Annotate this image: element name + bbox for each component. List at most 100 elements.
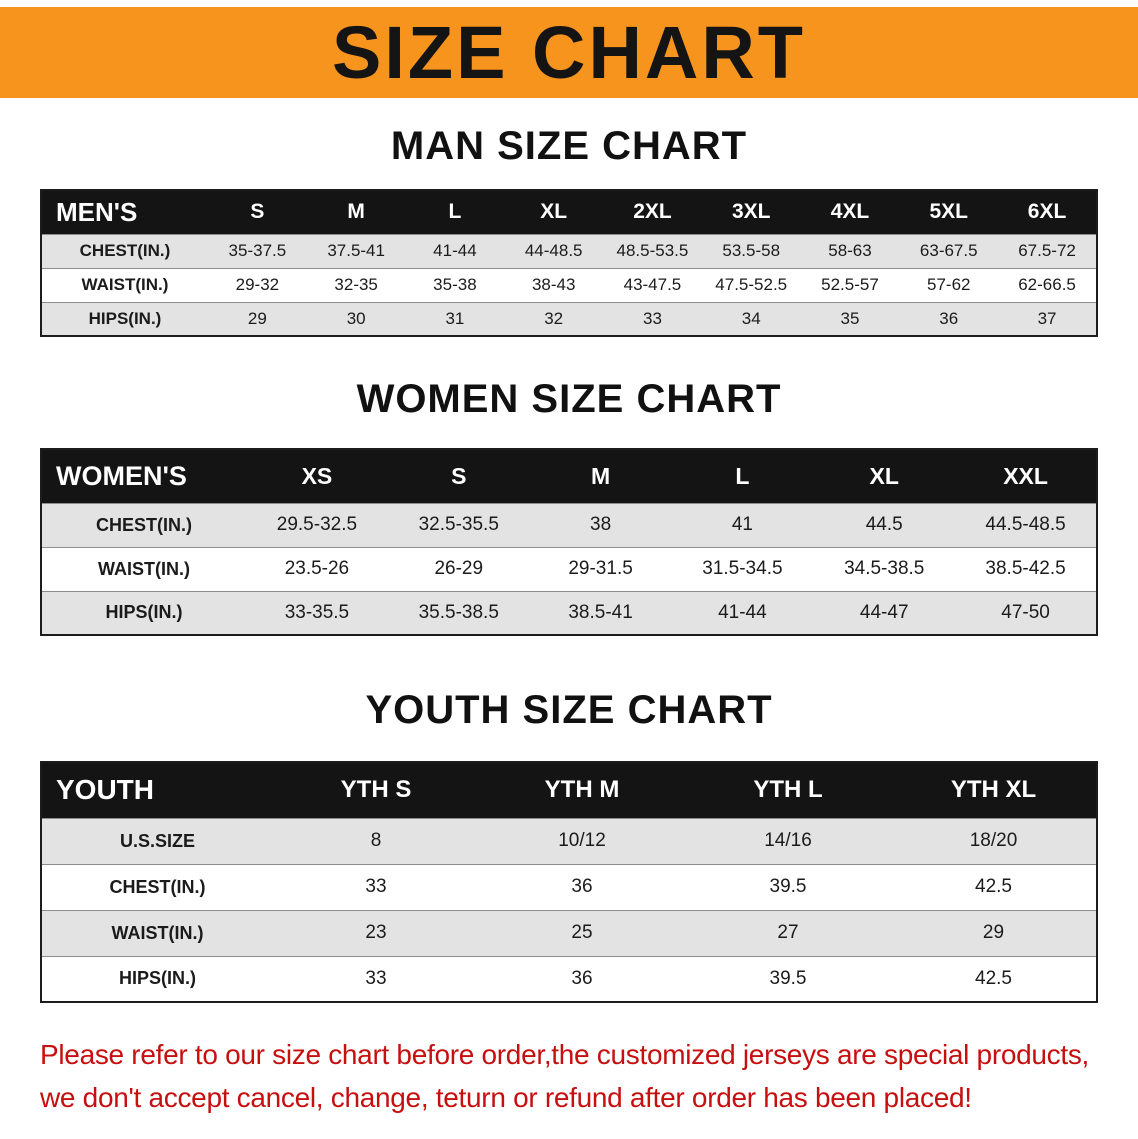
footer-disclaimer: Please refer to our size chart before or… (40, 1033, 1100, 1120)
size-value-cell: 14/16 (764, 830, 812, 851)
size-value-cell: 41-44 (718, 601, 767, 623)
size-value-cell: 43-47.5 (623, 275, 682, 294)
size-value-cell: 29-31.5 (568, 558, 633, 579)
table-row: WAIST(IN.) 29-32 32-35 35-38 38-43 43-47.5 47.… (41, 268, 1097, 302)
table-row: WAIST(IN.) 23.5-26 26-29 29-31.5 31.5-34.5 34… (41, 547, 1097, 591)
row-label: HIPS(IN.) (88, 308, 162, 328)
table-row: CHEST(IN.) 29.5-32.5 32.5-35.5 38 41 44.5 44.5… (41, 503, 1097, 547)
table-row: WAIST(IN.) 23 25 27 29 (41, 910, 1097, 956)
table-row: HIPS(IN.) 33 36 39.5 42.5 (41, 956, 1097, 1002)
size-column-header: M (590, 462, 611, 489)
size-value-cell: 62-66.5 (1018, 275, 1076, 294)
size-value-cell: 25 (571, 922, 593, 943)
size-column-header: YTH XL (950, 776, 1037, 804)
size-value-cell: 10/12 (558, 830, 606, 851)
size-column-header: M (347, 200, 365, 224)
size-value-cell: 35 (840, 308, 860, 328)
table-row: U.S.SIZE 8 10/12 14/16 18/20 (41, 818, 1097, 864)
youth-size-table: YOUTH YTH S YTH M YTH L YTH XL U.S.SIZE 8 10/12… (40, 761, 1098, 1003)
size-value-cell: 63-67.5 (919, 241, 978, 260)
size-column-header: XS (301, 462, 333, 489)
table-header-label: YOUTH (56, 774, 154, 806)
women-size-section: WOMEN SIZE CHART WOMEN'S XS S M L XL XXL CHEST(… (0, 377, 1138, 636)
size-value-cell: 48.5-53.5 (616, 241, 689, 260)
size-column-header: L (735, 462, 750, 489)
size-value-cell: 35.5-38.5 (418, 601, 499, 623)
size-column-header: YTH M (544, 776, 620, 804)
table-header-row: YOUTH YTH S YTH M YTH L YTH XL (41, 762, 1097, 818)
size-value-cell: 41 (731, 514, 753, 535)
size-value-cell: 32.5-35.5 (418, 514, 499, 535)
men-size-section: MAN SIZE CHART MEN'S S M L XL 2XL 3XL 4XL 5XL 6XL… (0, 124, 1138, 337)
size-column-header: YTH S (340, 776, 412, 804)
row-label: CHEST(IN.) (79, 241, 171, 260)
women-section-heading: WOMEN SIZE CHART (356, 377, 782, 421)
row-label: HIPS(IN.) (105, 602, 183, 623)
size-column-header: 5XL (929, 200, 968, 224)
footer-disclaimer-line: Please refer to our size chart before or… (40, 1039, 1090, 1070)
table-row: CHEST(IN.) 35-37.5 37.5-41 41-44 44-48.5 48.5… (41, 234, 1097, 268)
size-value-cell: 38-43 (531, 275, 576, 294)
size-column-header: XL (540, 200, 568, 224)
size-value-cell: 35-37.5 (228, 241, 287, 260)
size-value-cell: 44-47 (859, 601, 909, 623)
size-value-cell: 29.5-32.5 (276, 514, 358, 535)
size-value-cell: 33 (365, 967, 387, 989)
size-value-cell: 23 (365, 922, 387, 943)
size-value-cell: 18/20 (969, 830, 1018, 851)
size-value-cell: 67.5-72 (1018, 241, 1076, 260)
women-size-table: WOMEN'S XS S M L XL XXL CHEST(IN.) 29.5-32.5 32.5… (40, 448, 1098, 636)
row-label: HIPS(IN.) (118, 968, 196, 989)
size-column-header: 2XL (633, 200, 672, 224)
row-label: CHEST(IN.) (96, 514, 192, 535)
size-value-cell: 36 (939, 308, 959, 328)
row-label: U.S.SIZE (119, 830, 195, 851)
youth-section-heading: YOUTH SIZE CHART (365, 688, 773, 732)
size-column-header: YTH L (753, 776, 823, 804)
size-value-cell: 47-50 (1001, 601, 1050, 623)
size-value-cell: 44-48.5 (524, 241, 583, 260)
size-value-cell: 30 (346, 308, 366, 328)
size-column-header: S (451, 462, 467, 489)
size-value-cell: 33 (365, 876, 387, 897)
size-chart-banner: SIZE CHART (0, 7, 1138, 98)
row-label: WAIST(IN.) (111, 922, 204, 943)
size-value-cell: 33-35.5 (284, 601, 350, 623)
size-value-cell: 47.5-52.5 (715, 275, 788, 294)
size-value-cell: 27 (777, 922, 799, 943)
size-column-header: XL (869, 462, 899, 489)
size-value-cell: 23.5-26 (284, 558, 350, 579)
size-value-cell: 31.5-34.5 (702, 558, 783, 579)
size-column-header: 6XL (1027, 200, 1067, 224)
row-label: CHEST(IN.) (109, 876, 206, 897)
table-header-row: WOMEN'S XS S M L XL XXL (41, 449, 1097, 503)
size-value-cell: 38 (590, 514, 612, 535)
size-value-cell: 39.5 (769, 876, 807, 897)
footer-disclaimer-line: we don't accept cancel, change, teturn o… (40, 1082, 972, 1114)
size-value-cell: 36 (571, 967, 593, 989)
size-value-cell: 57-62 (927, 275, 971, 294)
size-value-cell: 37.5-41 (327, 241, 385, 260)
table-row: CHEST(IN.) 33 36 39.5 42.5 (41, 864, 1097, 910)
table-header-label: MEN'S (56, 196, 138, 227)
size-value-cell: 29-32 (235, 275, 280, 294)
size-column-header: 4XL (830, 200, 870, 224)
row-label: WAIST(IN.) (81, 275, 169, 294)
size-value-cell: 35-38 (433, 275, 477, 294)
size-value-cell: 58-63 (828, 241, 872, 260)
size-value-cell: 39.5 (769, 967, 807, 989)
men-size-table: MEN'S S M L XL 2XL 3XL 4XL 5XL 6XL CHEST(IN.) 35-37… (40, 189, 1098, 337)
size-value-cell: 44.5-48.5 (985, 514, 1066, 535)
table-header-label: WOMEN'S (56, 460, 187, 491)
size-value-cell: 42.5 (975, 967, 1012, 989)
size-value-cell: 38.5-41 (568, 601, 633, 623)
size-value-cell: 29 (247, 308, 267, 328)
size-value-cell: 34.5-38.5 (844, 558, 925, 579)
table-header-row: MEN'S S M L XL 2XL 3XL 4XL 5XL 6XL (41, 190, 1097, 234)
youth-size-section: YOUTH SIZE CHART YOUTH YTH S YTH M YTH L YTH… (0, 688, 1138, 1003)
size-column-header: XXL (1003, 462, 1048, 489)
row-label: WAIST(IN.) (98, 558, 190, 579)
size-value-cell: 36 (571, 876, 593, 897)
size-value-cell: 34 (741, 308, 761, 328)
table-row: HIPS(IN.) 33-35.5 35.5-38.5 38.5-41 41-44 44-… (41, 591, 1097, 635)
